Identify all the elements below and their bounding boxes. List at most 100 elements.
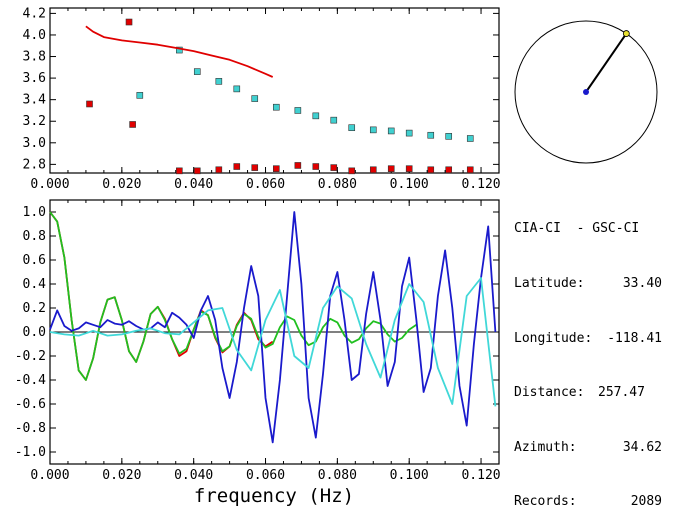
compass-circle [514, 20, 658, 164]
records-row: Records: 2089 [514, 493, 662, 511]
top-y-tick-label: 3.2 [23, 114, 46, 129]
records-label: Records: [514, 494, 577, 510]
top-series-0-point [86, 100, 93, 108]
bottom-y-tick-label: -1.0 [15, 445, 46, 460]
bottom-plot-ticks: 0.000 0.020 0.040 0.060 0.080 0.100 0.120 1.0 0.… [15, 200, 501, 483]
bottom-plot-series [49, 211, 497, 444]
top-series-line-2 [85, 25, 274, 78]
top-series-1-point [445, 133, 453, 140]
bottom-x-tick-label: 0.000 [30, 468, 69, 483]
compass-center-dot [583, 89, 589, 95]
bottom-y-tick-label: 0.8 [23, 229, 46, 244]
top-series-0-point [427, 166, 435, 174]
top-series-0-point [445, 166, 453, 174]
bottom-x-tick-label: 0.040 [174, 468, 213, 483]
figure: 0.000 0.020 0.040 0.060 0.080 0.100 0.120 2.8 3.… [15, 6, 658, 507]
top-series-0-point [125, 18, 133, 26]
bottom-x-tick-label: 0.100 [390, 468, 429, 483]
top-y-tick-label: 4.0 [23, 28, 46, 43]
top-series-1-point [348, 124, 356, 132]
top-series-0-point [215, 166, 223, 174]
top-plot-frame [49, 7, 500, 174]
top-series-0-point [272, 165, 280, 172]
bottom-y-tick-label: -0.6 [15, 397, 46, 412]
top-series-1-point [387, 127, 395, 135]
x-axis-title: frequency (Hz) [194, 485, 354, 507]
top-series-0-point [233, 163, 241, 170]
bottom-y-tick-label: -0.4 [15, 373, 46, 388]
azimuth-value: 34.62 [622, 439, 662, 455]
bottom-y-tick-label: -0.8 [15, 421, 46, 436]
top-series-0-point [405, 165, 413, 172]
longitude-value: -118.41 [607, 330, 662, 346]
top-series-1-point [193, 68, 201, 75]
top-series-0-point [193, 167, 201, 175]
bottom-x-tick-label: 0.080 [318, 468, 357, 483]
top-x-tick-label: 0.020 [102, 177, 141, 192]
top-series-0-point [387, 165, 395, 172]
longitude-label: Longitude: [514, 330, 593, 346]
longitude-row: Longitude: -118.41 [514, 330, 662, 348]
top-y-tick-label: 2.8 [23, 157, 46, 172]
top-series-1-point [272, 103, 280, 111]
bottom-y-tick-label: -0.2 [15, 349, 46, 364]
latitude-row: Latitude: 33.40 [514, 275, 662, 293]
latitude-value: 33.40 [622, 276, 662, 292]
bottom-y-tick-label: 0.4 [23, 277, 47, 292]
top-series-1-point [136, 92, 144, 99]
top-y-tick-label: 3.4 [23, 93, 47, 108]
top-x-tick-label: 0.000 [30, 177, 69, 192]
bottom-y-tick-label: 0.0 [23, 325, 46, 340]
top-x-tick-label: 0.120 [461, 177, 500, 192]
top-series-1-point [330, 116, 338, 124]
top-series-0-point [312, 163, 320, 170]
bottom-x-tick-label: 0.060 [246, 468, 285, 483]
top-y-tick-label: 4.2 [23, 6, 46, 21]
top-series-1-point [176, 46, 183, 54]
bottom-y-tick-label: 0.2 [23, 301, 46, 316]
bottom-y-tick-label: 0.6 [23, 253, 46, 268]
records-value: 2089 [630, 494, 662, 510]
azimuth-row: Azimuth: 34.62 [514, 439, 662, 457]
bottom-series-line-1 [49, 211, 417, 381]
top-series-0-point [330, 164, 338, 171]
top-series-1-point [466, 135, 474, 142]
top-x-tick-label: 0.080 [318, 177, 357, 192]
bottom-x-tick-label: 0.020 [102, 468, 141, 483]
top-series-0-point [348, 167, 356, 175]
top-y-tick-label: 3.8 [23, 50, 46, 65]
top-series-0-point [369, 166, 377, 174]
top-y-tick-label: 3.0 [23, 136, 46, 151]
station-pair-title: CIA-CI - GSC-CI [514, 221, 640, 237]
top-x-tick-label: 0.060 [246, 177, 285, 192]
bottom-y-tick-label: 1.0 [23, 205, 46, 220]
top-series-1-point [233, 85, 241, 93]
top-series-1-point [427, 131, 435, 139]
top-series-1-point [312, 112, 320, 120]
top-plot-ticks: 0.000 0.020 0.040 0.060 0.080 0.100 0.120 2.8 3.… [23, 6, 501, 192]
top-series-1-point [251, 95, 259, 102]
bottom-series-line-2 [49, 211, 497, 444]
top-series-1-point [405, 129, 413, 137]
compass-end-dot [622, 30, 630, 37]
distance-label: Distance: [514, 385, 585, 401]
top-series-0-point [176, 167, 183, 175]
top-series-0-point [129, 121, 136, 128]
top-series-0-point [294, 162, 302, 169]
azimuth-line [585, 33, 628, 93]
top-series-1-point [369, 126, 377, 134]
top-series-1-point [294, 107, 302, 114]
azimuth-compass [514, 20, 658, 164]
top-y-tick-label: 3.6 [23, 71, 46, 86]
azimuth-label: Azimuth: [514, 439, 577, 455]
top-plot-series [85, 18, 474, 175]
top-x-tick-label: 0.040 [174, 177, 213, 192]
bottom-x-tick-label: 0.120 [461, 468, 500, 483]
station-info: CIA-CI - GSC-CI Latitude: 33.40 Longitude… [514, 184, 662, 530]
top-series-0-point [251, 164, 259, 171]
top-series-1-point [215, 78, 223, 85]
top-x-tick-label: 0.100 [390, 177, 429, 192]
latitude-label: Latitude: [514, 276, 585, 292]
distance-value: 257.47 [598, 385, 645, 401]
bottom-series-line-3 [49, 277, 497, 407]
